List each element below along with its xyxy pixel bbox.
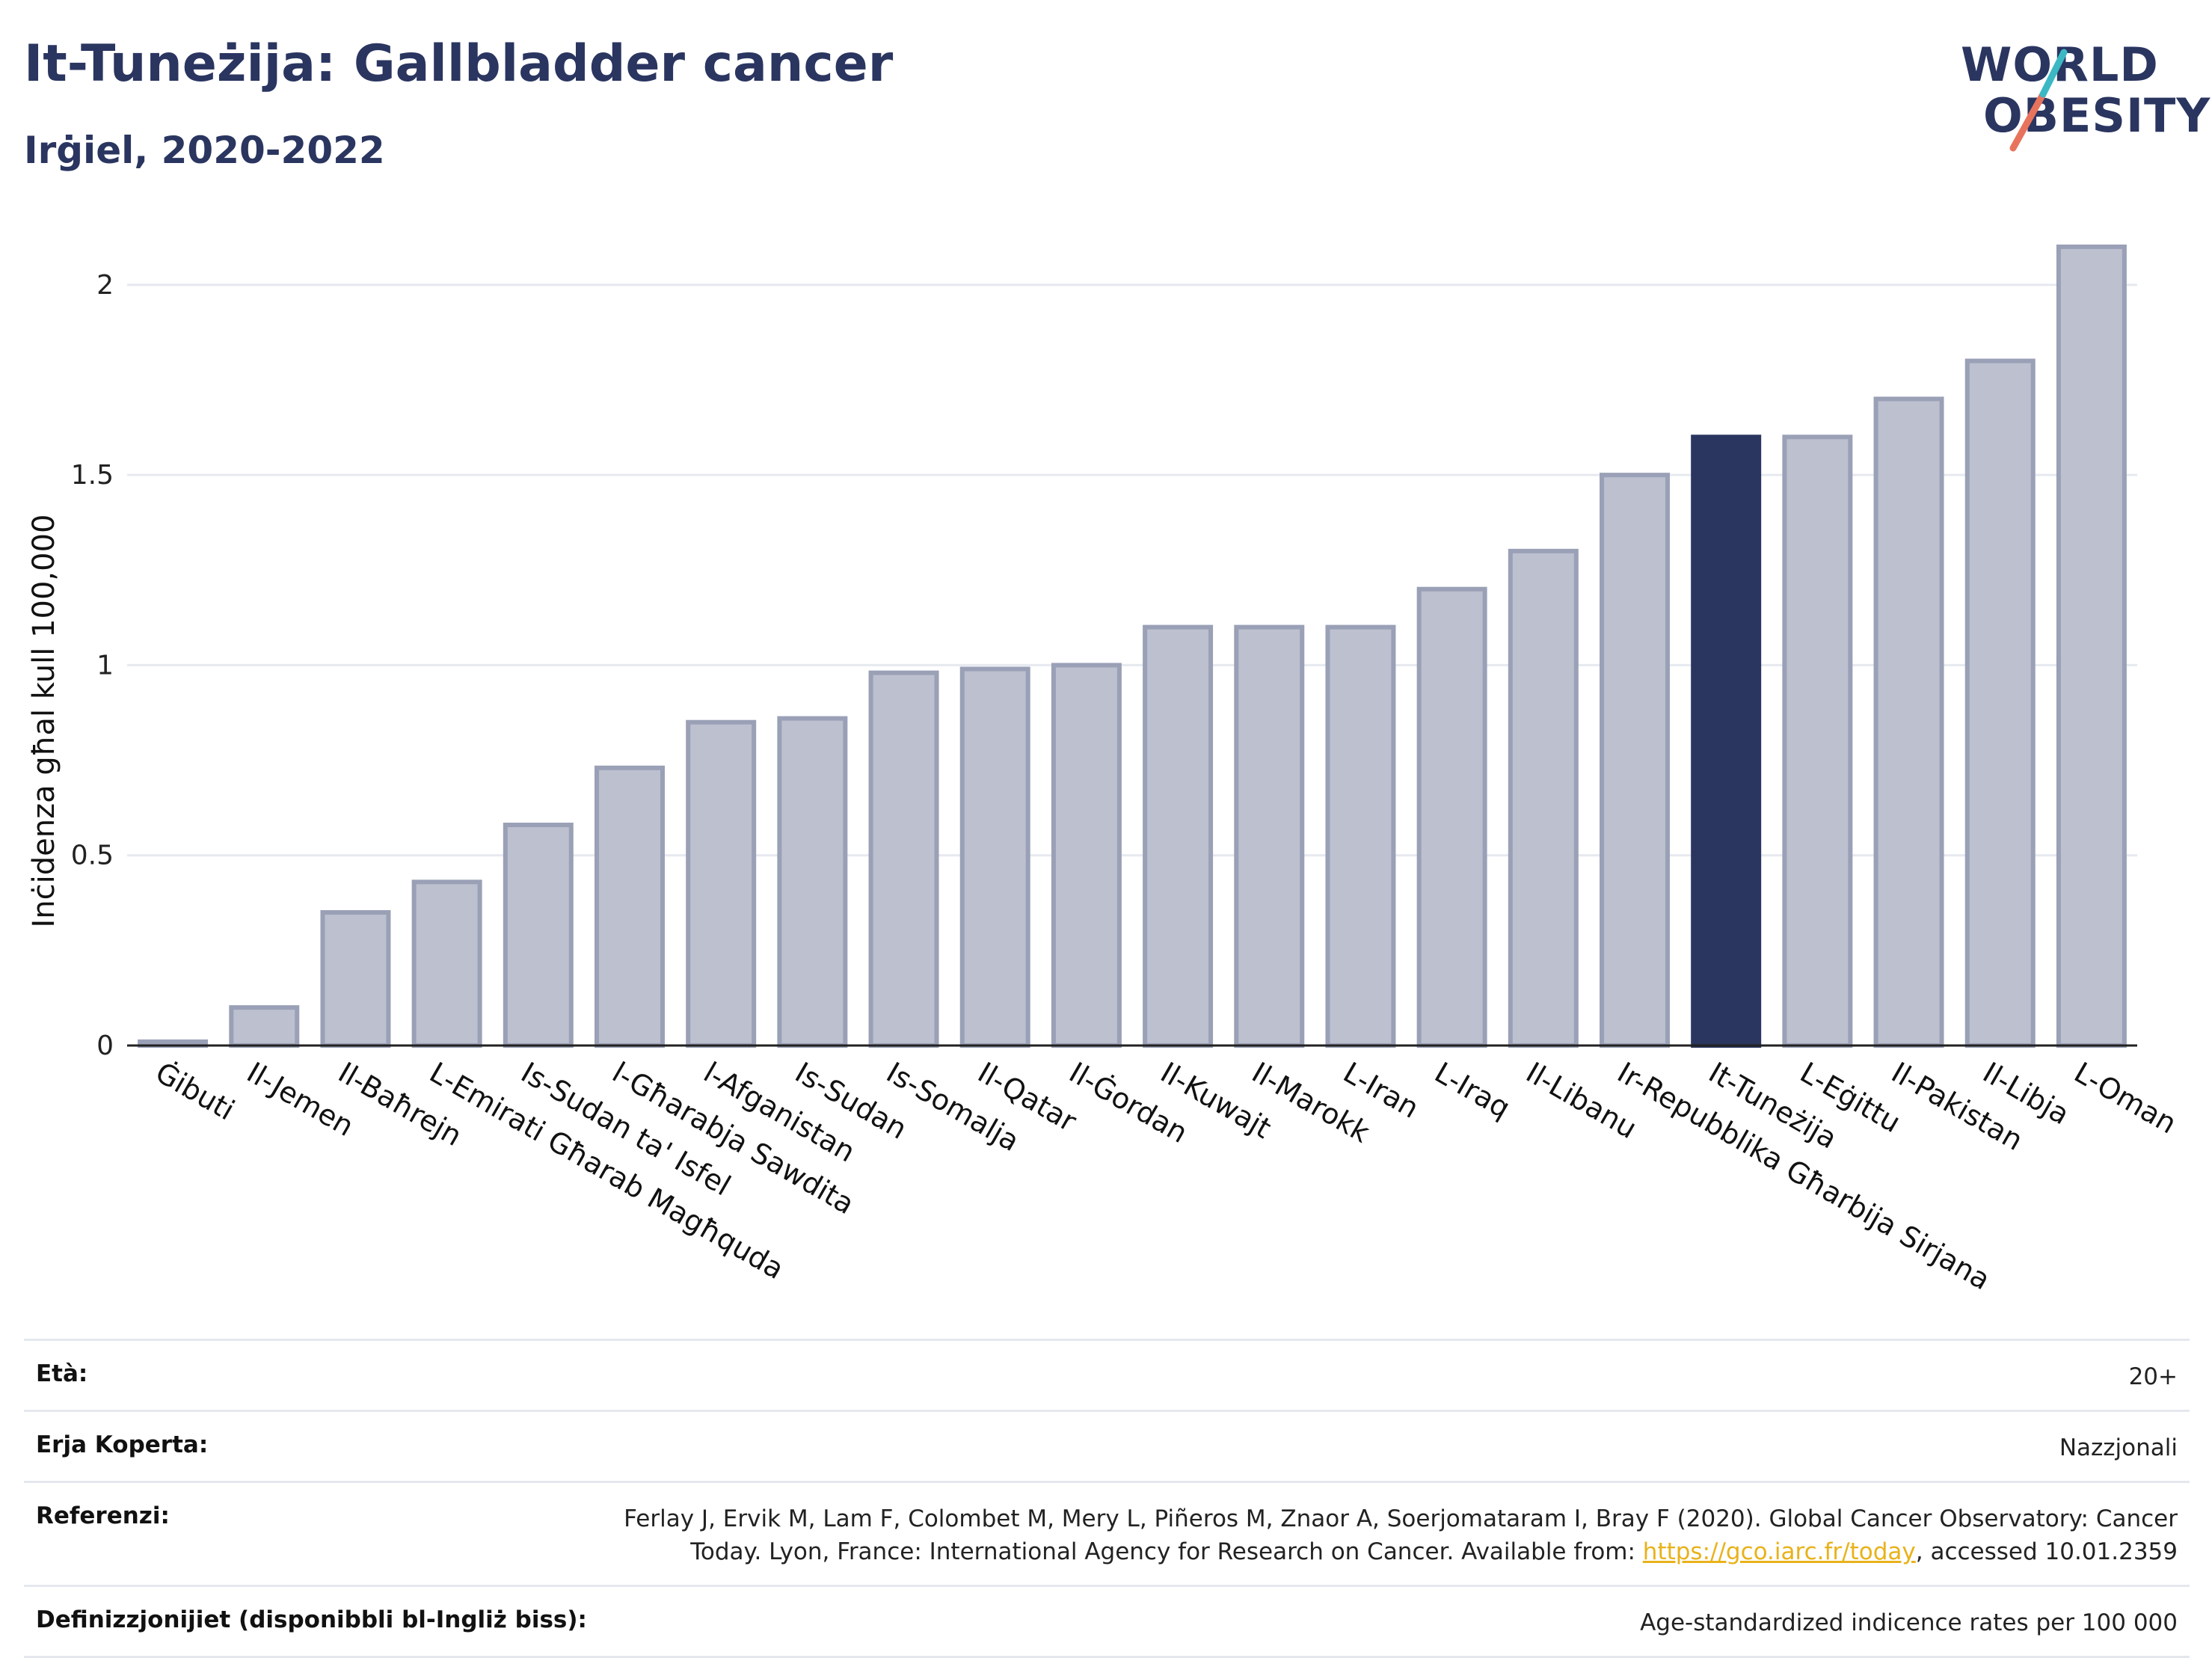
meta-references-value: Ferlay J, Ervik M, Lam F, Colombet M, Me… — [577, 1502, 2178, 1568]
meta-row-references: Referenzi: Ferlay J, Ervik M, Lam F, Col… — [24, 1481, 2190, 1585]
bar — [320, 910, 391, 1048]
y-tick-label: 0.5 — [71, 841, 114, 871]
bar — [2056, 245, 2127, 1048]
bar — [1508, 548, 1579, 1048]
meta-area-value: Nazzjonali — [2059, 1434, 2178, 1461]
meta-definitions-label: Definizzjonijiet (disponibbli bl-Ingliż … — [36, 1606, 587, 1633]
bar — [1234, 624, 1305, 1048]
meta-row-definitions: Definizzjonijiet (disponibbli bl-Ingliż … — [24, 1585, 2190, 1658]
chart-subtitle: Irġiel, 2020-2022 — [24, 129, 385, 172]
bar — [868, 670, 939, 1048]
reference-accessed: , accessed 10.01.2359 — [1915, 1538, 2178, 1565]
y-tick-label: 1.5 — [71, 460, 114, 491]
reference-text: Ferlay J, Ervik M, Lam F, Colombet M, Me… — [624, 1505, 2178, 1565]
bar — [1964, 358, 2036, 1048]
x-tick-label: L-Oman — [2068, 1056, 2182, 1140]
bar — [1143, 624, 1214, 1048]
bar — [1600, 473, 1670, 1048]
y-axis-ticks: 0 0.5 1 1.5 2 — [71, 270, 114, 1061]
bar — [595, 765, 665, 1048]
metadata-table: Età: 20+ Erja Koperta: Nazzjonali Refere… — [24, 1339, 2190, 1658]
meta-row-area: Erja Koperta: Nazzjonali — [24, 1410, 2190, 1481]
bars — [138, 245, 2127, 1048]
bar-chart: 0 0.5 1 1.5 2 Ġibuti Il-JemenIl-BaħrejnL-Emir… — [27, 245, 2182, 1297]
meta-references-label: Referenzi: — [36, 1502, 170, 1529]
bar — [1782, 435, 1853, 1048]
chart-title: It-Tuneżija: Gallbladder cancer — [24, 34, 894, 93]
world-obesity-logo: WORLD OBESITY — [1944, 22, 2210, 165]
bar — [229, 1005, 300, 1048]
bar — [1416, 586, 1487, 1048]
bar — [1873, 396, 1944, 1048]
y-axis-title: Inċidenza għal kull 100,000 — [27, 515, 61, 928]
x-tick-label: Ġibuti — [150, 1056, 240, 1127]
meta-age-value: 20+ — [2128, 1363, 2178, 1390]
meta-definitions-value: Age-standardized indicence rates per 100… — [1640, 1609, 2178, 1636]
x-tick-label: L-Iraq — [1429, 1056, 1516, 1125]
y-tick-label: 2 — [96, 270, 114, 301]
reference-link[interactable]: https://gco.iarc.fr/today — [1642, 1538, 1916, 1565]
bar — [686, 719, 757, 1048]
bar — [1691, 435, 1762, 1048]
bar — [959, 666, 1030, 1048]
meta-row-age: Età: 20+ — [24, 1339, 2190, 1410]
meta-area-label: Erja Koperta: — [36, 1431, 209, 1458]
meta-age-label: Età: — [36, 1360, 88, 1387]
y-tick-label: 1 — [96, 650, 114, 681]
bar — [411, 879, 482, 1048]
bar — [1051, 663, 1122, 1048]
logo-slash-icon — [2009, 49, 2068, 152]
bar — [777, 716, 848, 1048]
bar — [503, 823, 574, 1048]
y-tick-label: 0 — [96, 1031, 114, 1061]
bar — [1325, 624, 1396, 1048]
